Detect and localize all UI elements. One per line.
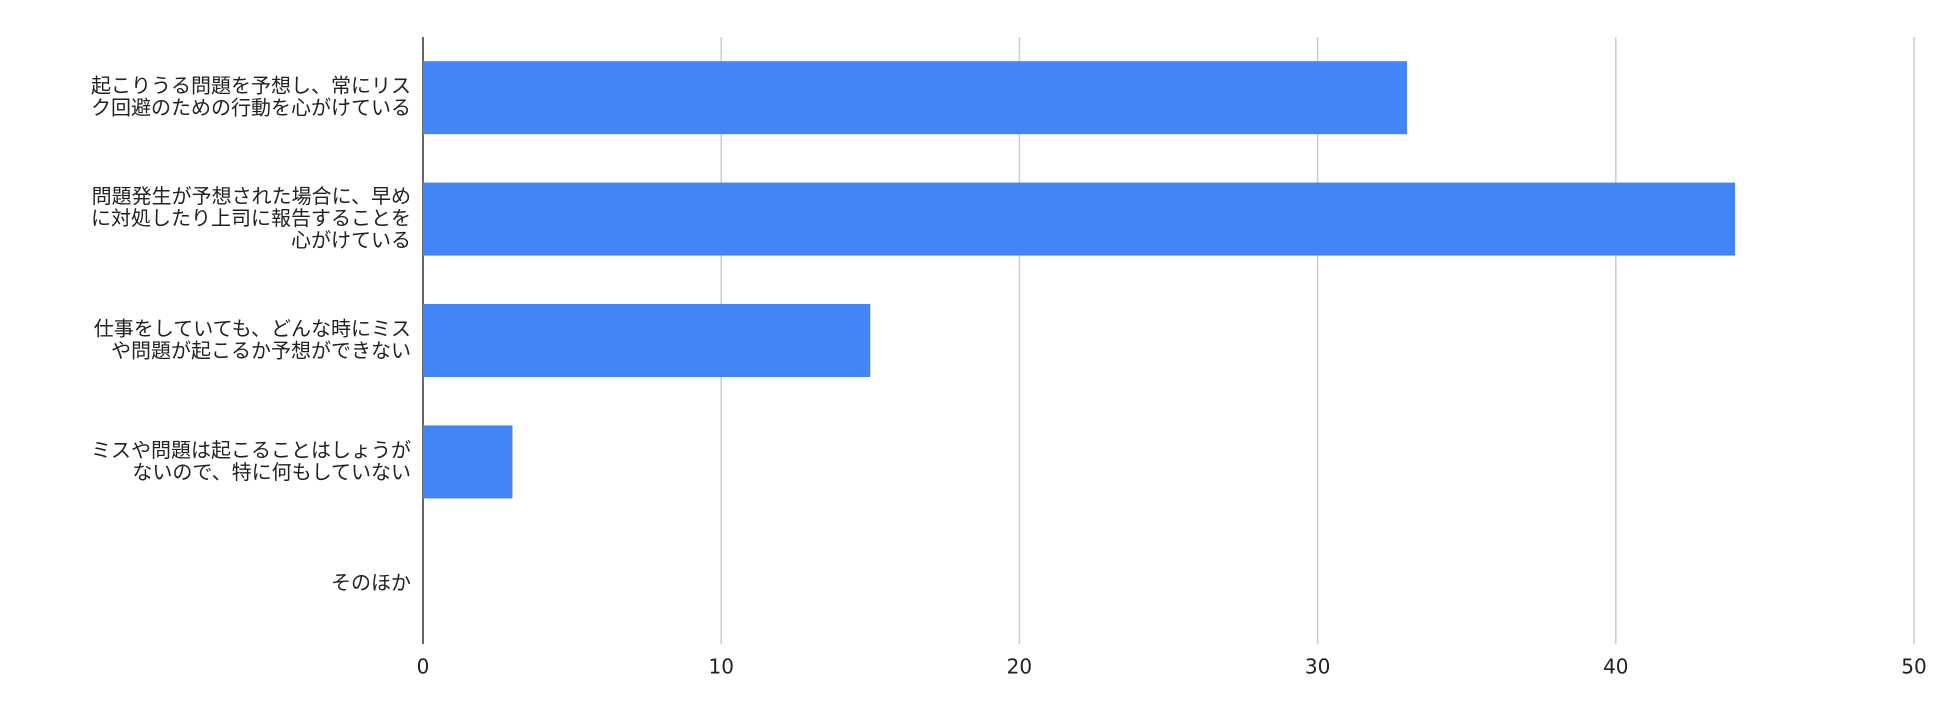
y-tick-label: 起こりうる問題を予想し、常にリスク回避のための行動を心がけている [91, 73, 411, 119]
y-tick-label: 問題発生が予想された場合に、早めに対処したり上司に報告することを心がけている [91, 184, 411, 252]
bar [423, 425, 513, 499]
bar [423, 61, 1408, 135]
x-tick-label: 20 [1007, 655, 1032, 679]
y-tick-label: そのほか [331, 570, 411, 594]
x-tick-label: 30 [1305, 655, 1330, 679]
x-tick-label: 0 [417, 655, 430, 679]
y-tick-label: 仕事をしていても、どんな時にミスや問題が起こるか予想ができない [94, 316, 411, 362]
x-tick-label: 10 [708, 655, 733, 679]
bar [423, 304, 871, 377]
y-tick-label: ミスや問題は起こることはしょうがないので、特に何もしていない [91, 437, 411, 483]
x-tick-label: 50 [1901, 655, 1926, 679]
bar [423, 182, 1736, 256]
x-tick-label: 40 [1603, 655, 1628, 679]
